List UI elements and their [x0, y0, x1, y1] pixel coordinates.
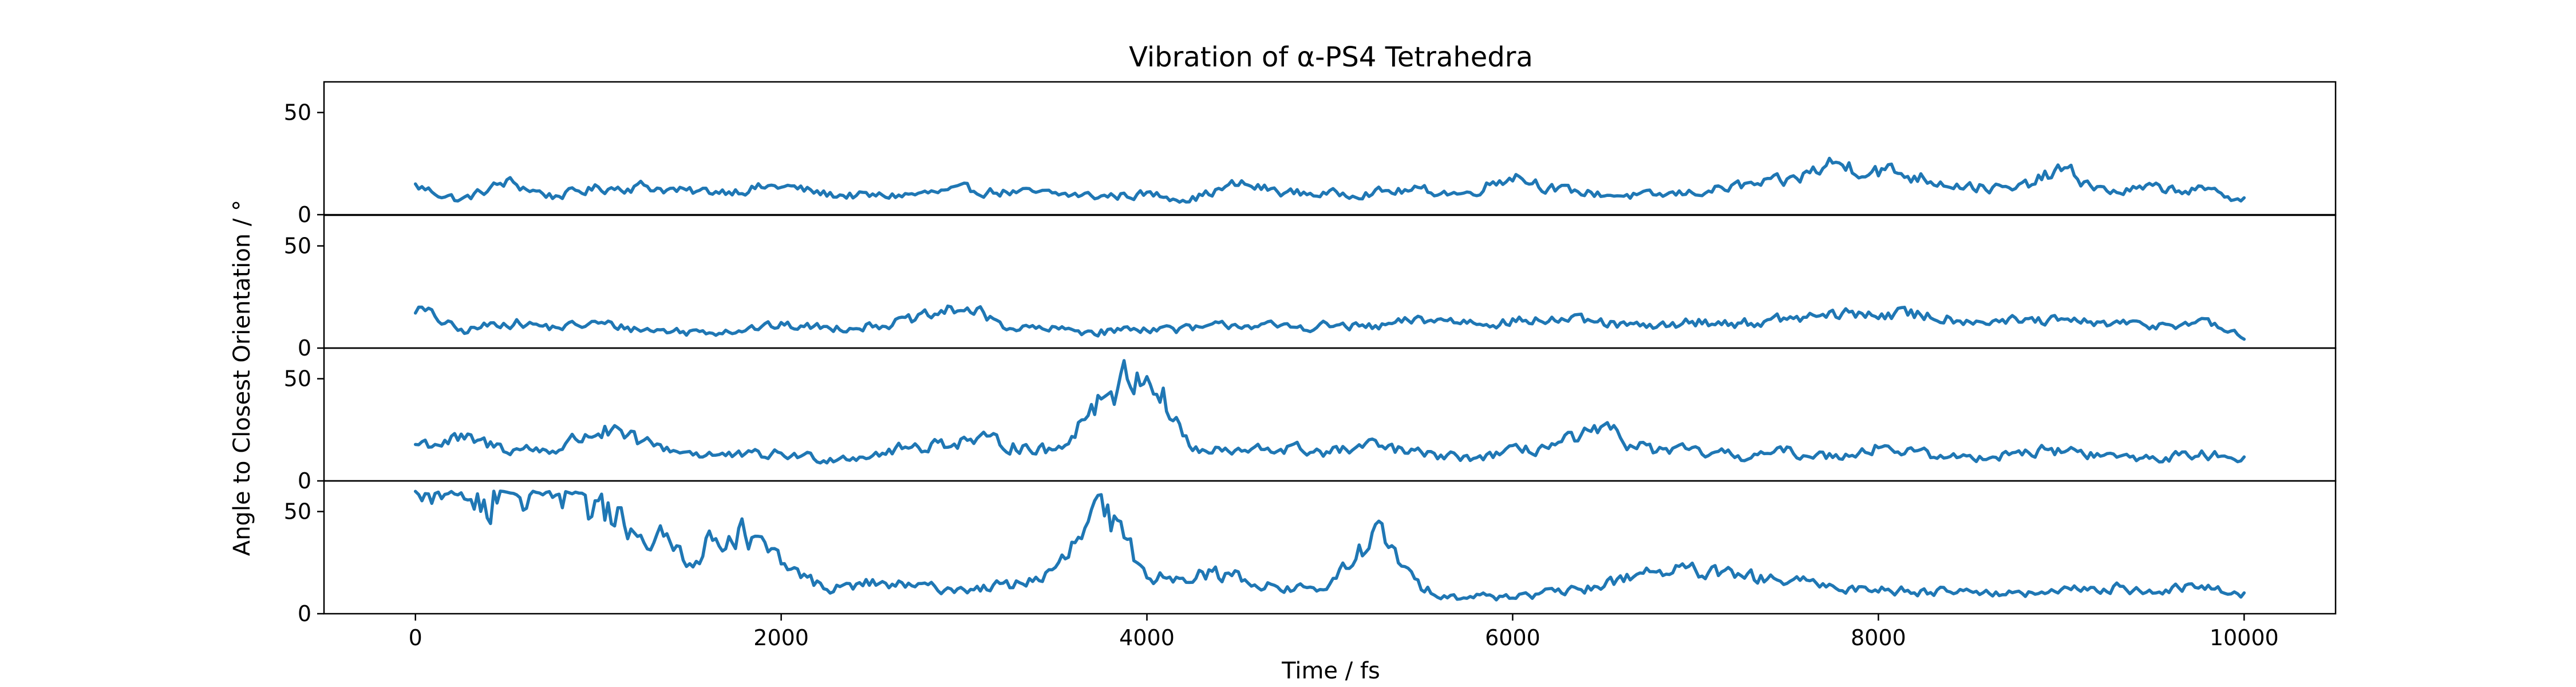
series-line-panel-1 — [413, 156, 2246, 204]
y-tick-label: 50 — [284, 499, 311, 524]
panel-frame — [323, 480, 2337, 615]
panel-frame — [323, 347, 2337, 482]
panel-3: 0 50 — [284, 347, 2337, 493]
panel-1: 0 50 — [284, 81, 2337, 227]
y-tick-label: 50 — [284, 234, 311, 259]
x-tick-label: 2000 — [753, 625, 809, 650]
panels: 0 50 0 50 0 50 0 50 — [284, 81, 2337, 626]
x-tick-label: 6000 — [1485, 625, 1540, 650]
y-axis-label: Angle to Closest Orientation / ° — [229, 200, 255, 556]
series-line-panel-2 — [413, 304, 2246, 341]
y-tick-label: 0 — [298, 601, 311, 626]
y-tick-label: 0 — [298, 202, 311, 227]
y-tick-label: 50 — [284, 100, 311, 125]
x-tick-label: 4000 — [1119, 625, 1175, 650]
x-axis-label: Time / fs — [1281, 658, 1380, 684]
chart-title: Vibration of α-PS4 Tetrahedra — [1129, 41, 1533, 73]
series-line-panel-4 — [413, 489, 2246, 602]
x-axis: 0 2000 4000 6000 8000 10000 — [409, 614, 2279, 650]
series-line-panel-3 — [413, 359, 2246, 465]
y-tick-label: 0 — [298, 468, 311, 493]
panel-4: 0 50 — [284, 480, 2337, 626]
x-tick-label: 10000 — [2210, 625, 2279, 650]
panel-2: 0 50 — [284, 214, 2337, 361]
y-tick-label: 50 — [284, 366, 311, 392]
x-tick-label: 0 — [409, 625, 422, 650]
x-tick-label: 8000 — [1851, 625, 1906, 650]
y-tick-label: 0 — [298, 335, 311, 361]
panel-frame — [323, 81, 2337, 216]
